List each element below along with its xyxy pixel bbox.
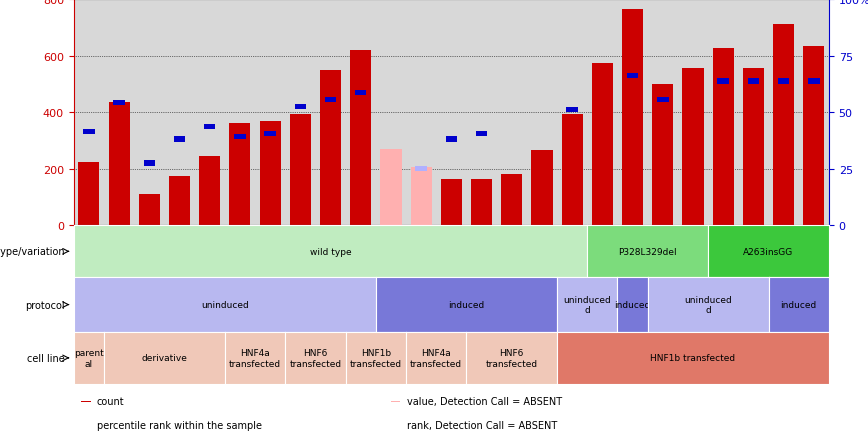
- Bar: [622, 10, 643, 226]
- Bar: [234, 134, 246, 139]
- Bar: [471, 179, 492, 226]
- Bar: [718, 79, 729, 84]
- Bar: [325, 98, 336, 103]
- Bar: [114, 100, 125, 105]
- Text: count: count: [97, 397, 124, 407]
- Bar: [441, 179, 462, 226]
- Text: parent
al: parent al: [74, 349, 104, 368]
- Bar: [74, 0, 104, 226]
- Bar: [803, 46, 825, 226]
- Text: induced: induced: [449, 300, 484, 309]
- Bar: [286, 0, 315, 226]
- Bar: [778, 79, 789, 84]
- Bar: [82, 424, 91, 425]
- Bar: [169, 176, 190, 226]
- Bar: [501, 175, 523, 226]
- Bar: [411, 168, 431, 226]
- Bar: [416, 167, 427, 172]
- Text: cell line: cell line: [27, 353, 65, 363]
- Bar: [557, 0, 588, 226]
- Bar: [104, 0, 135, 226]
- Text: wild type: wild type: [310, 247, 352, 256]
- Text: P328L329del: P328L329del: [618, 247, 677, 256]
- Text: derivative: derivative: [141, 354, 187, 362]
- Text: uninduced: uninduced: [201, 300, 249, 309]
- Bar: [466, 0, 496, 226]
- Bar: [496, 0, 527, 226]
- Bar: [808, 79, 819, 84]
- Bar: [527, 0, 557, 226]
- Text: percentile rank within the sample: percentile rank within the sample: [97, 420, 262, 430]
- Bar: [290, 114, 311, 226]
- Text: uninduced
d: uninduced d: [684, 295, 732, 315]
- Bar: [682, 69, 704, 226]
- Bar: [531, 151, 553, 226]
- Bar: [592, 63, 613, 226]
- Bar: [376, 0, 406, 226]
- Bar: [476, 132, 487, 137]
- Text: value, Detection Call = ABSENT: value, Detection Call = ABSENT: [406, 397, 562, 407]
- Bar: [652, 85, 674, 226]
- Bar: [199, 157, 220, 226]
- Text: HNF1b
transfected: HNF1b transfected: [350, 349, 402, 368]
- Bar: [627, 74, 638, 79]
- Bar: [345, 0, 376, 226]
- Bar: [437, 0, 466, 226]
- Bar: [143, 161, 155, 166]
- Bar: [139, 194, 160, 226]
- Bar: [406, 0, 437, 226]
- Text: A263insGG: A263insGG: [743, 247, 793, 256]
- Text: HNF1b transfected: HNF1b transfected: [650, 354, 735, 362]
- Bar: [747, 79, 760, 84]
- Text: uninduced
d: uninduced d: [563, 295, 611, 315]
- Bar: [713, 49, 733, 226]
- Text: genotype/variation: genotype/variation: [0, 247, 65, 256]
- Text: rank, Detection Call = ABSENT: rank, Detection Call = ABSENT: [406, 420, 556, 430]
- Bar: [265, 132, 276, 137]
- Bar: [739, 0, 768, 226]
- Bar: [567, 108, 578, 112]
- Text: HNF6
transfected: HNF6 transfected: [289, 349, 341, 368]
- Bar: [294, 105, 306, 110]
- Bar: [135, 0, 164, 226]
- Bar: [617, 0, 648, 226]
- Text: HNF4a
transfected: HNF4a transfected: [411, 349, 463, 368]
- Bar: [82, 401, 91, 402]
- Bar: [743, 69, 764, 226]
- Bar: [260, 121, 280, 226]
- Bar: [174, 137, 185, 142]
- Text: induced: induced: [615, 300, 651, 309]
- Text: protocol: protocol: [25, 300, 65, 310]
- Bar: [320, 70, 341, 226]
- Bar: [648, 0, 678, 226]
- Bar: [588, 0, 617, 226]
- Bar: [768, 0, 799, 226]
- Bar: [391, 424, 400, 425]
- Bar: [204, 125, 215, 129]
- Bar: [315, 0, 345, 226]
- Bar: [562, 114, 582, 226]
- Bar: [229, 124, 251, 226]
- Bar: [255, 0, 286, 226]
- Bar: [78, 162, 100, 226]
- Text: HNF4a
transfected: HNF4a transfected: [229, 349, 281, 368]
- Bar: [194, 0, 225, 226]
- Bar: [445, 137, 457, 142]
- Bar: [773, 25, 794, 226]
- Bar: [350, 51, 372, 226]
- Bar: [678, 0, 708, 226]
- Text: induced: induced: [780, 300, 817, 309]
- Bar: [83, 130, 95, 135]
- Bar: [355, 91, 366, 95]
- Bar: [225, 0, 255, 226]
- Bar: [657, 98, 668, 103]
- Bar: [380, 149, 402, 226]
- Bar: [799, 0, 829, 226]
- Bar: [708, 0, 739, 226]
- Bar: [391, 401, 400, 402]
- Bar: [108, 103, 129, 226]
- Bar: [164, 0, 194, 226]
- Text: HNF6
transfected: HNF6 transfected: [486, 349, 538, 368]
